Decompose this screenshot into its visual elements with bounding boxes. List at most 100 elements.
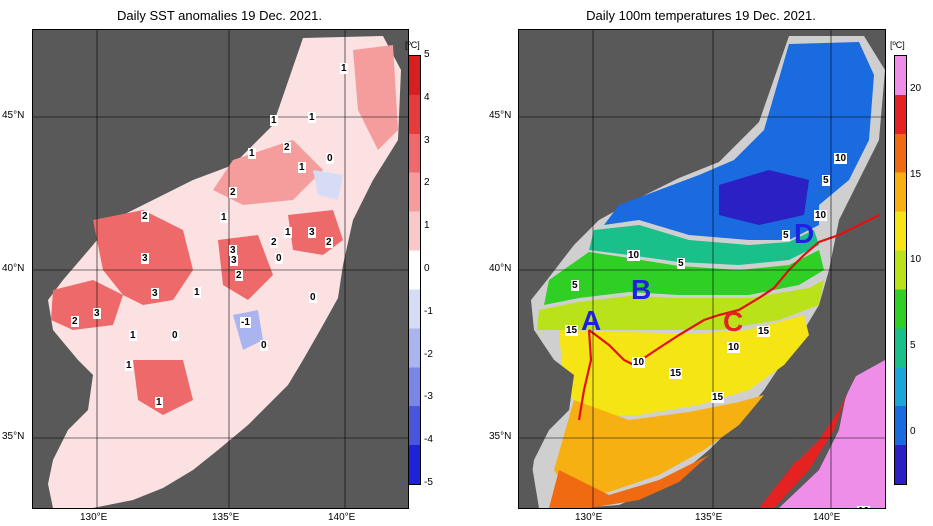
cyan-band [589, 225, 819, 265]
right-map: 10 5 10 5 10 5 5 15 10 10 15 15 15 10 A … [518, 29, 886, 509]
contour-label: 3 [141, 253, 149, 264]
contour-label: 1 [298, 162, 306, 173]
graticule [519, 30, 885, 508]
left-colorbar-unit: [ºC] [405, 40, 420, 50]
contour-label: 10 [727, 342, 741, 353]
lon-label: 135°E [212, 512, 240, 523]
contour-label: 0 [326, 153, 334, 164]
right-map-canvas [519, 30, 885, 508]
colorbar-tick-label: 15 [910, 168, 922, 180]
contour-label: 2 [71, 316, 79, 327]
contour-label: 5 [677, 258, 685, 269]
contour-label: 0 [309, 292, 317, 303]
contour-label: 5 [571, 280, 579, 291]
lon-label: 140°E [328, 512, 356, 523]
contour-label: 0 [171, 330, 179, 341]
left-map-canvas [33, 30, 408, 508]
contour-label: 3 [308, 227, 316, 238]
contour-label: 2 [270, 237, 278, 248]
right-panel-title: Daily 100m temperatures 19 Dec. 2021. [586, 8, 816, 23]
contour-label: 15 [669, 368, 683, 379]
lat-label: 35°N [489, 431, 512, 442]
current-path-branch [577, 329, 593, 421]
orange-water [554, 395, 764, 500]
colorbar-tick-label: -3 [424, 391, 433, 403]
contour-label: 2 [325, 237, 333, 248]
lat-label: 35°N [2, 431, 25, 442]
colorbar-tick-label: 10 [910, 254, 922, 266]
lat-label: 45°N [489, 110, 512, 121]
contour-label: 15 [565, 325, 579, 336]
contour-label: 5 [822, 175, 830, 186]
contour-label: 10 [814, 210, 828, 221]
colorbar-tick-label: 0 [910, 425, 916, 437]
contour-label: 1 [125, 360, 133, 371]
korea-land [519, 300, 574, 508]
contour-label: 2 [141, 211, 149, 222]
anomaly-warm-3-coast [133, 360, 193, 415]
colorbar-tick-label: 2 [424, 177, 430, 189]
contour-label: 10 [834, 153, 848, 164]
lat-label: 45°N [2, 110, 25, 121]
contour-label: 1 [248, 148, 256, 159]
colorbar-tick-label: 20 [910, 83, 922, 95]
lon-label: 135°E [695, 512, 723, 523]
region-label-b: B [631, 274, 652, 305]
contour-label: 10 [857, 506, 871, 508]
right-colorbar-unit: [ºC] [890, 40, 905, 50]
anomaly-cool-north [313, 170, 343, 200]
contour-label: 5 [782, 230, 790, 241]
contour-label: 1 [129, 330, 137, 341]
contour-label: 15 [711, 392, 725, 403]
red-water [549, 455, 709, 508]
green-band [544, 250, 824, 305]
colorbar-tick-label: -5 [424, 477, 433, 488]
colorbar-tick-label: 0 [424, 263, 430, 274]
contour-label: 0 [275, 253, 283, 264]
graticule [33, 30, 408, 508]
pink-water-south [779, 360, 885, 508]
contour-label: 2 [283, 142, 291, 153]
lon-label: 140°E [813, 512, 841, 523]
contour-label: 1 [193, 287, 201, 298]
contour-label: 1 [340, 63, 348, 74]
colorbar-tick-label: 3 [424, 134, 430, 146]
contour-label: 2 [235, 270, 243, 281]
contour-label: 1 [270, 115, 278, 126]
contour-label: 10 [632, 357, 646, 368]
contour-label: 1 [284, 227, 292, 238]
contour-label: 3 [151, 288, 159, 299]
colorbar-tick-label: 1 [424, 220, 430, 232]
yellow-green-band [537, 280, 824, 330]
region-label-d: D [794, 218, 815, 249]
contour-label: 1 [308, 112, 316, 123]
cold-water-deep [719, 170, 809, 225]
region-label-a: A [581, 305, 602, 336]
region-label-c: C [723, 306, 744, 337]
colorbar-tick-label: 5 [910, 340, 916, 352]
contour-label: 15 [757, 326, 771, 337]
korea-land [33, 300, 93, 508]
lat-label: 40°N [2, 263, 25, 274]
contour-label: 1 [220, 212, 228, 223]
lat-label: 40°N [489, 263, 512, 274]
contour-label: -1 [240, 317, 251, 328]
left-colorbar [408, 55, 421, 485]
anomaly-warm-3-sw [51, 280, 123, 330]
colorbar-tick-label: -2 [424, 348, 433, 360]
japan-land [263, 200, 408, 508]
lon-label: 130°E [575, 512, 603, 523]
contour-label: 10 [627, 250, 641, 261]
left-panel-title: Daily SST anomalies 19 Dec. 2021. [117, 8, 322, 23]
anomaly-warm-ne [353, 45, 398, 150]
lon-label: 130°E [80, 512, 108, 523]
colorbar-tick-label: -1 [424, 305, 433, 317]
left-map: 1 1 1 1 2 0 1 2 2 1 3 3 2 2 3 1 3 2 3 0 … [32, 29, 409, 509]
contour-label: 3 [230, 255, 238, 266]
contour-label: 3 [93, 308, 101, 319]
colorbar-tick-label: -4 [424, 434, 433, 446]
yellow-water [559, 315, 809, 415]
colorbar-tick-label: 5 [424, 49, 430, 60]
contour-label: 1 [155, 397, 163, 408]
contour-label: 3 [229, 245, 237, 256]
